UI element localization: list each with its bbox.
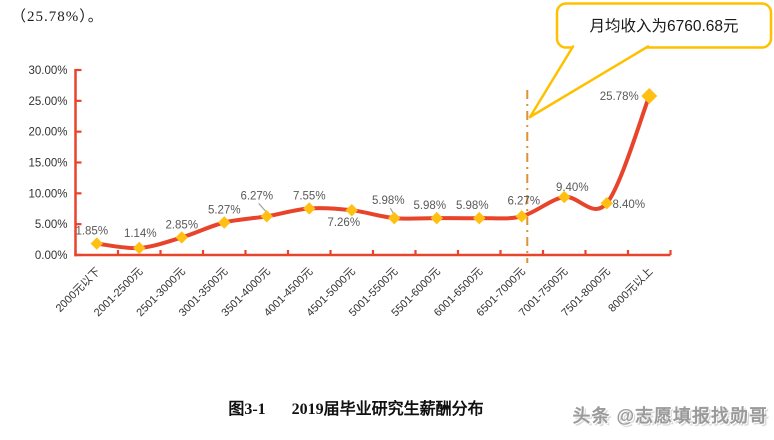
data-point-marker [345,204,358,217]
data-label: 5.27% [208,205,241,217]
data-label: 8.40% [612,199,645,211]
data-point-marker [558,190,571,204]
data-point-marker [430,211,443,225]
data-label: 7.55% [293,190,326,202]
watermark: 头条 @志愿填报找勋哥 [572,406,768,426]
data-label: 5.98% [372,195,405,207]
data-point-marker [303,202,316,215]
y-tick-label: 10.00% [28,188,67,200]
data-point-marker [218,216,231,229]
callout-tail-edge [528,45,575,119]
data-point-marker [175,231,188,244]
data-point-marker [515,210,528,223]
y-tick-label: 5.00% [35,219,68,231]
data-point-marker [473,211,486,225]
label-leader-line [258,202,267,212]
data-label: 6.27% [240,190,273,202]
callout-box [555,2,773,49]
data-label: 1.85% [75,226,108,238]
data-point-marker [388,211,401,225]
callout-text: 月均收入为6760.68元 [589,17,738,35]
y-tick-label: 30.00% [28,65,67,77]
figure-number: 图3-1 [228,401,266,418]
label-leader-line [389,207,394,214]
data-label: 2.85% [165,219,198,231]
data-label: 25.78% [600,91,639,103]
data-label: 5.98% [456,200,489,212]
data-label: 5.98% [413,200,446,212]
x-tick-label: 8000元以上 [606,265,656,315]
data-label: 6.27% [507,195,540,207]
figure-caption: 图3-1 2019届毕业研究生薪酬分布 [0,395,712,419]
y-tick-label: 0.00% [35,250,68,262]
data-point-marker [133,241,146,255]
data-point-marker [641,88,658,105]
data-point-marker [260,210,273,223]
data-label: 1.14% [124,228,157,240]
y-tick-label: 15.00% [28,158,67,170]
data-point-marker [90,237,103,250]
intro-text: （25.78%）。 [11,9,104,25]
data-label: 9.40% [556,182,589,194]
y-tick-label: 20.00% [28,127,67,139]
figure-title: 2019届毕业研究生薪酬分布 [291,401,484,418]
data-label: 7.26% [327,217,360,229]
y-tick-label: 25.00% [28,96,67,108]
data-point-marker [600,197,613,210]
callout-tail-edge [528,45,650,119]
